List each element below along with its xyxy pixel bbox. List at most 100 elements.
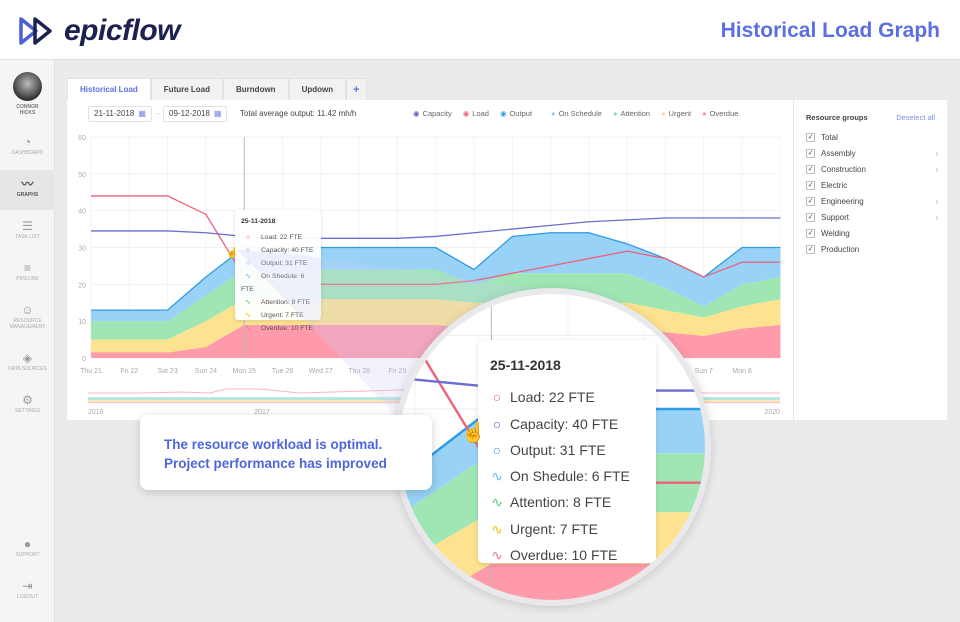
legend-attention[interactable]: ● Attention (613, 109, 650, 118)
resource-groups-panel: Resource groups Deselect all ✓ Total ✓ Asse… (793, 100, 947, 420)
tab-updown[interactable]: Updown (288, 78, 347, 100)
calendar-icon[interactable]: ▦ (213, 109, 222, 118)
sidebar-item-logout[interactable]: ⇥ LOGOUT (0, 572, 55, 612)
logout-icon: ⇥ (22, 579, 33, 593)
legend-overdue[interactable]: ● Overdue (702, 109, 738, 118)
resource-group-label: Production (821, 245, 860, 254)
hand-cursor-icon: ☝ (461, 422, 486, 444)
checkbox[interactable]: ✓ (806, 197, 815, 207)
resource-group-welding[interactable]: ✓ Welding (806, 229, 938, 241)
resource-group-total[interactable]: ✓ Total (806, 133, 938, 145)
sidebar-item-resource-management[interactable]: ☺ RESOURCE MANAGEMENT (0, 296, 55, 340)
resource-group-electric[interactable]: ✓ Electric (806, 181, 938, 193)
chevron-right-icon[interactable]: › (935, 213, 938, 222)
checkbox[interactable]: ✓ (806, 149, 815, 159)
sidebar-item-task-list[interactable]: ☰ TASK LIST (0, 212, 55, 252)
legend-capacity[interactable]: ◉ Capacity (413, 109, 452, 118)
eye-off-icon: ◉ (499, 109, 507, 118)
legend-on-schedule[interactable]: ● On Schedule (551, 109, 602, 118)
avatar[interactable] (13, 72, 42, 101)
tooltip-row: ∿ Urgent: 7 FTE (241, 309, 315, 322)
calendar-icon[interactable]: ▦ (138, 109, 146, 118)
tab-bar: Historical Load Future Load Burndown Upd… (67, 78, 367, 100)
tooltip-row-label: Attention: 8 FTE (261, 299, 311, 306)
tooltip-date: 25-11-2018 (490, 357, 561, 373)
sidebar-item-label: PIPELINE (16, 276, 39, 282)
resource-group-engineering[interactable]: ✓ Engineering › (806, 197, 938, 209)
circle-marker-icon: ○ (245, 234, 251, 241)
sidebar-item-label: DASHBOARD (11, 150, 44, 156)
checkbox[interactable]: ✓ (806, 165, 815, 175)
dot-icon: ● (702, 109, 707, 118)
hand-cursor-icon: ☝ (226, 248, 239, 259)
eye-off-icon: ◉ (462, 109, 470, 118)
checkbox[interactable]: ✓ (806, 133, 815, 143)
tooltip-row: ○ Load: 22 FTE (241, 231, 315, 244)
sidebar-item-settings[interactable]: ⚙ SETTINGS (0, 386, 55, 426)
deselect-all-link[interactable]: Deselect all (896, 113, 935, 122)
checkbox[interactable]: ✓ (806, 181, 815, 191)
chevron-right-icon[interactable]: › (935, 197, 938, 206)
resource-group-label: Engineering (821, 197, 864, 206)
total-average-output: Total average output: 11.42 mh/h (240, 109, 357, 118)
circle-marker-icon: ○ (245, 247, 251, 254)
callout-line-2: Project performance has improved (164, 456, 387, 471)
tooltip-row-label: Attention: 8 FTE (510, 494, 612, 511)
legend-label: Capacity (422, 109, 452, 118)
tooltip-row-label: Load: 22 FTE (261, 234, 303, 241)
resource-group-label: Support (821, 213, 850, 222)
legend-output[interactable]: ◉ Output (500, 109, 532, 118)
graph-icon: 〰 (21, 177, 34, 191)
resource-group-assembly[interactable]: ✓ Assembly › (806, 149, 938, 161)
tooltip-row-label: Load: 22 FTE (510, 389, 595, 406)
date-from-input[interactable]: 21-11-2018 ▦ (88, 106, 152, 122)
tooltip-row-label: Urgent: 7 FTE (510, 520, 598, 537)
sidebar-item-label: DATA SOURCES (8, 366, 47, 372)
dot-icon: ● (612, 109, 618, 118)
resource-group-support[interactable]: ✓ Support › (806, 213, 938, 225)
wave-icon: ∿ (245, 299, 251, 306)
checkbox[interactable]: ✓ (806, 229, 815, 239)
sidebar-item-graphs[interactable]: 〰 GRAPHS (0, 170, 55, 210)
sidebar-item-label: RESOURCE (13, 318, 42, 324)
sidebar-item-pipeline[interactable]: ≡ PIPELINE (0, 254, 55, 294)
tooltip-row-label: Capacity: 40 FTE (510, 415, 619, 432)
sidebar-item-support[interactable]: ● SUPPORT (0, 530, 55, 570)
chevron-right-icon[interactable]: › (935, 165, 938, 174)
tooltip-row: ∿ Overdue: 10 FTE (241, 322, 315, 335)
legend-load[interactable]: ◉ Load (463, 109, 489, 118)
tooltip-row: ∿ On Shedule: 6 FTE (241, 270, 315, 296)
tooltip-row: ∿ Urgent: 7 FTE (490, 516, 644, 542)
checkbox[interactable]: ✓ (806, 245, 815, 255)
tooltip-date: 25-11-2018 (241, 218, 276, 225)
sidebar-item-label: TASK LIST (15, 234, 40, 240)
add-tab-button[interactable]: + (346, 78, 367, 100)
tab-historical-load[interactable]: Historical Load (67, 78, 151, 100)
sidebar: CONNOR HICKS ◔ DASHBOARD 〰 GRAPHS ☰ TASK LIS… (0, 60, 55, 622)
resource-group-production[interactable]: ✓ Production (806, 245, 938, 257)
date-to-input[interactable]: 09-12-2018 ▦ (163, 106, 228, 122)
sidebar-item-label: GRAPHS (16, 192, 39, 198)
checkbox[interactable]: ✓ (806, 213, 815, 223)
logo[interactable]: epicflow (18, 14, 181, 48)
tooltip-row-label: Overdue: 10 FTE (510, 547, 618, 564)
tab-burndown[interactable]: Burndown (223, 78, 289, 100)
chart-legend: ◉ Capacity ◉ Load ◉ Output ● On Schedule ● At… (413, 109, 738, 118)
user-name: CONNOR HICKS (0, 104, 55, 116)
resource-group-label: Construction (821, 165, 866, 174)
chevron-right-icon[interactable]: › (935, 149, 938, 158)
circle-marker-icon: ○ (492, 441, 502, 458)
sidebar-item-data-sources[interactable]: ◈ DATA SOURCES (0, 344, 55, 384)
legend-urgent[interactable]: ● Urgent (661, 109, 691, 118)
circle-marker-icon: ○ (245, 260, 251, 267)
sidebar-item-label: MANAGEMENT (9, 324, 46, 330)
dot-icon: ● (661, 109, 666, 118)
resource-group-construction[interactable]: ✓ Construction › (806, 165, 938, 177)
tab-future-load[interactable]: Future Load (150, 78, 224, 100)
pipeline-icon: ≡ (23, 261, 31, 275)
legend-label: Load (472, 109, 489, 118)
tooltip-row-label: Overdue: 10 FTE (261, 325, 314, 332)
sidebar-item-dashboard[interactable]: ◔ DASHBOARD (0, 128, 55, 168)
tooltip-row: ○ Load: 22 FTE (490, 384, 644, 410)
wave-icon: ∿ (491, 494, 503, 511)
